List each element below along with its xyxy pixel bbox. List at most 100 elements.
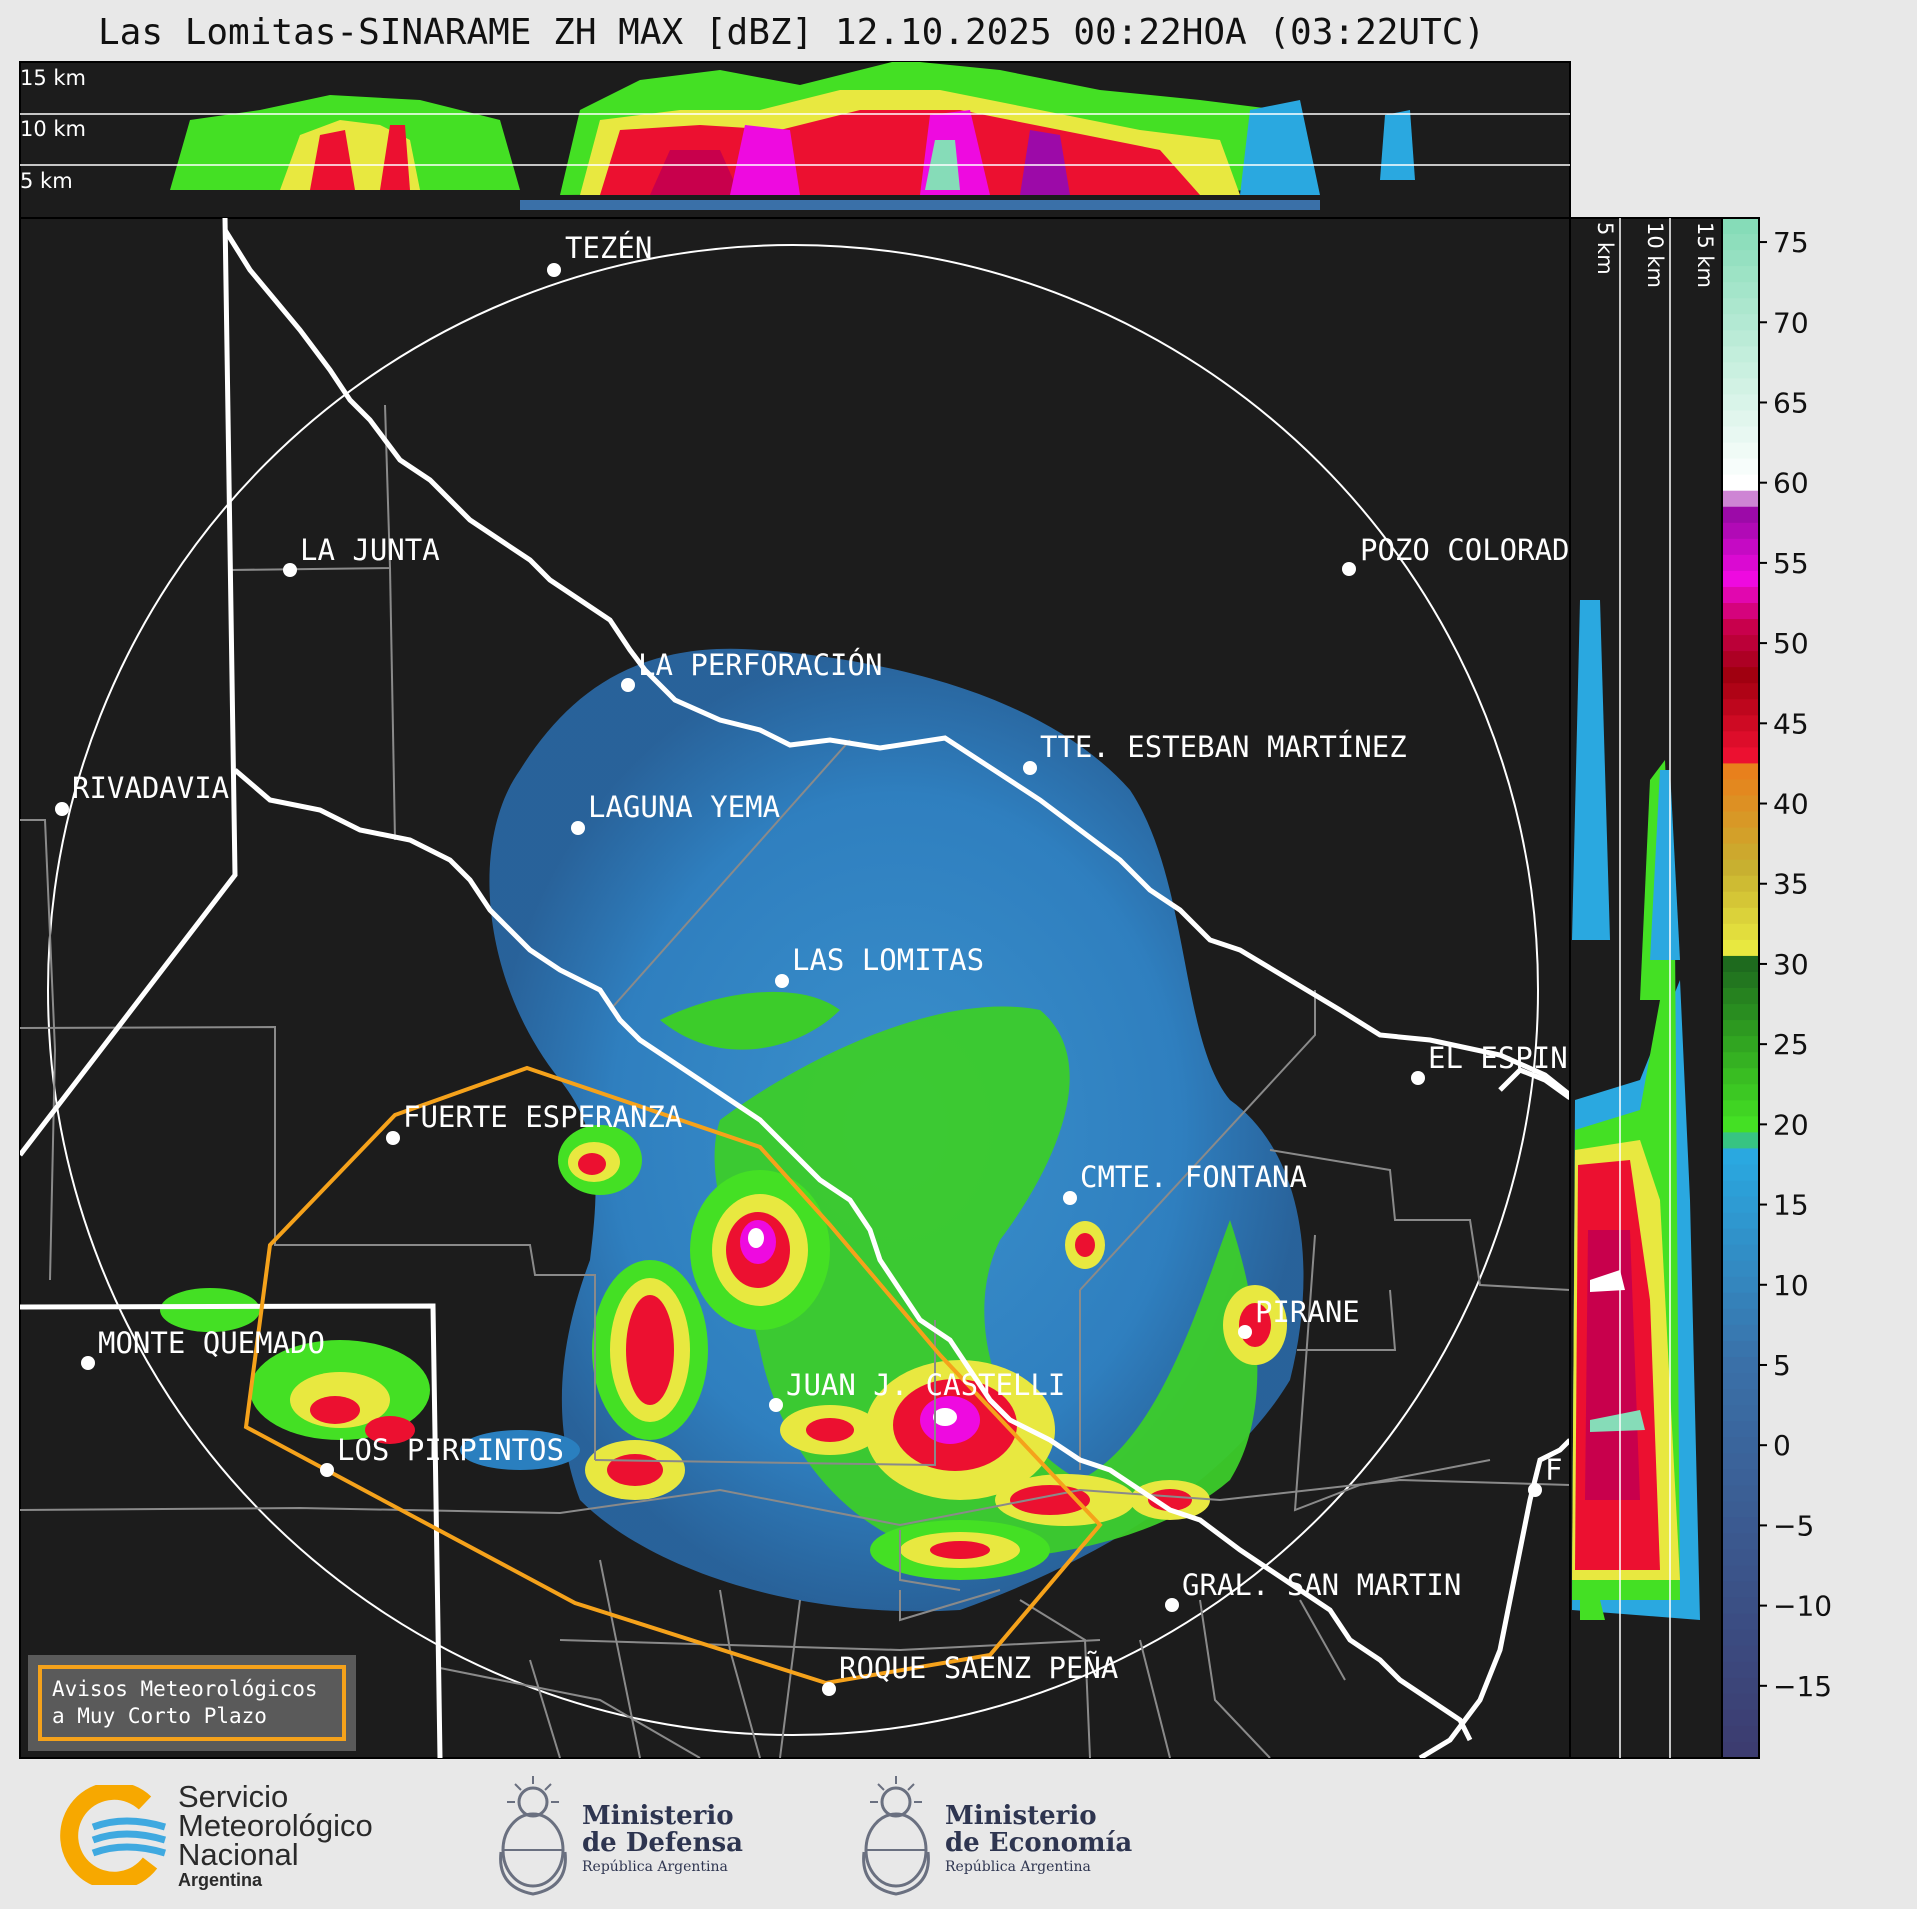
colorbar-band xyxy=(1722,1389,1759,1406)
defensa-line-3: República Argentina xyxy=(582,1859,728,1875)
colorbar-band xyxy=(1722,1164,1759,1182)
colorbar-band xyxy=(1722,715,1759,732)
colorbar-band xyxy=(1722,891,1759,909)
radar-range-ring xyxy=(47,244,1539,1736)
city-label: GRAL. SAN MARTIN xyxy=(1182,1568,1461,1602)
colorbar-band xyxy=(1722,314,1759,331)
colorbar-band xyxy=(1722,1212,1759,1230)
colorbar-tick-label: 30 xyxy=(1773,948,1809,981)
colorbar-band xyxy=(1722,971,1759,989)
colorbar-band xyxy=(1722,795,1759,813)
colorbar-band xyxy=(1722,506,1759,524)
colorbar-tick-label: −15 xyxy=(1773,1670,1832,1703)
colorbar-band xyxy=(1722,1469,1759,1486)
colorbar-band xyxy=(1722,490,1759,508)
colorbar-band xyxy=(1722,1276,1759,1294)
colorbar-band xyxy=(1722,266,1759,283)
colorbar-tick-label: −10 xyxy=(1773,1590,1832,1623)
smn-logo-text: Servicio Meteorológico Nacional Argentin… xyxy=(178,1779,373,1891)
city-label: PIRANE xyxy=(1255,1295,1360,1329)
right-km-label-15: 15 km xyxy=(1693,222,1717,288)
colorbar-band xyxy=(1722,1533,1759,1551)
colorbar-band xyxy=(1722,603,1759,620)
colorbar-band xyxy=(1722,1661,1759,1679)
colorbar-tick-label: 20 xyxy=(1773,1108,1809,1141)
colorbar-band xyxy=(1722,1405,1759,1422)
colorbar-band xyxy=(1722,1292,1759,1310)
smn-line-1: Servicio xyxy=(178,1779,289,1814)
colorbar-band xyxy=(1722,1501,1759,1518)
colorbar-band xyxy=(1722,234,1759,251)
warning-polygon xyxy=(243,1065,1103,1686)
convective-cells xyxy=(160,1125,1287,1580)
warning-legend: Avisos Meteorológicos a Muy Corto Plazo xyxy=(28,1655,356,1751)
colorbar-tick-label: 0 xyxy=(1773,1429,1791,1462)
page-title: Las Lomitas-SINARAME ZH MAX [dBZ] 12.10.… xyxy=(98,12,1486,53)
defensa-line-1: Ministerio xyxy=(582,1801,734,1831)
colorbar-tick-label: 15 xyxy=(1773,1189,1809,1222)
colorbar-band xyxy=(1722,923,1759,941)
colorbar-band xyxy=(1722,570,1759,588)
colorbar-tick-label: 70 xyxy=(1773,306,1809,339)
colorbar-band xyxy=(1722,988,1759,1005)
city-label: TEZÉN xyxy=(565,231,652,265)
warning-legend-text: Avisos Meteorológicos a Muy Corto Plazo xyxy=(38,1665,346,1741)
right-km-label-5: 5 km xyxy=(1593,222,1617,275)
top-km-label-15: 15 km xyxy=(20,66,86,90)
colorbar-band xyxy=(1722,763,1759,781)
city-label: CMTE. FONTANA xyxy=(1080,1160,1307,1194)
colorbar-band xyxy=(1722,1629,1759,1647)
economia-logo-text: Ministerio de Economía República Argenti… xyxy=(945,1803,1132,1877)
colorbar-band xyxy=(1722,859,1759,877)
right-cross-section: 5 km 10 km 15 km xyxy=(1569,217,1723,1759)
colorbar-band xyxy=(1722,811,1759,829)
city-label: LA JUNTA xyxy=(300,533,440,567)
top-km-label-10: 10 km xyxy=(20,117,86,141)
colorbar-band xyxy=(1722,1100,1759,1117)
colorbar-band xyxy=(1722,1485,1759,1502)
city-label: LA PERFORACIÓN xyxy=(638,648,882,682)
colorbar-band xyxy=(1722,635,1759,652)
colorbar-band xyxy=(1722,1084,1759,1101)
colorbar-band xyxy=(1722,1725,1759,1743)
colorbar-tick-label: 25 xyxy=(1773,1028,1809,1061)
colorbar-tick-label: 10 xyxy=(1773,1269,1809,1302)
colorbar-band xyxy=(1722,1709,1759,1727)
colorbar-band xyxy=(1722,843,1759,861)
colorbar-tick-label: −5 xyxy=(1773,1509,1814,1542)
smn-logo-icon xyxy=(60,1785,167,1885)
colorbar-band xyxy=(1722,1020,1759,1037)
defensa-logo-text: Ministerio de Defensa República Argentin… xyxy=(582,1803,743,1877)
colorbar-band xyxy=(1722,1421,1759,1438)
colorbar-tick-label: 50 xyxy=(1773,627,1809,660)
colorbar-band xyxy=(1722,1196,1759,1214)
colorbar-band xyxy=(1722,426,1759,444)
colorbar-band xyxy=(1722,1373,1759,1390)
argentina-coat-of-arms-icon xyxy=(862,1776,930,1896)
colorbar-band xyxy=(1722,1581,1759,1599)
colorbar-band xyxy=(1722,779,1759,797)
colorbar-band xyxy=(1722,378,1759,396)
top-km-label-5: 5 km xyxy=(20,169,73,193)
city-label: TTE. ESTEBAN MARTÍNEZ xyxy=(1040,730,1407,764)
colorbar-band xyxy=(1722,458,1759,476)
colorbar-band xyxy=(1722,1437,1759,1454)
colorbar-tick-label: 65 xyxy=(1773,386,1809,419)
colorbar-band xyxy=(1722,955,1759,973)
colorbar-band xyxy=(1722,1308,1759,1326)
colorbar-band xyxy=(1722,282,1759,299)
colorbar-tick-label: 35 xyxy=(1773,868,1809,901)
colorbar-band xyxy=(1722,1052,1759,1069)
colorbar-band xyxy=(1722,699,1759,716)
colorbar-band xyxy=(1722,1741,1759,1759)
colorbar-band xyxy=(1722,394,1759,412)
colorbar-band xyxy=(1722,298,1759,315)
colorbar-band xyxy=(1722,1068,1759,1085)
top-cross-section: 15 km 10 km 5 km xyxy=(19,61,1571,219)
colorbar-band xyxy=(1722,1565,1759,1583)
colorbar-band xyxy=(1722,667,1759,684)
city-label: POZO COLORAD xyxy=(1360,533,1570,567)
smn-line-3: Nacional xyxy=(178,1837,299,1872)
